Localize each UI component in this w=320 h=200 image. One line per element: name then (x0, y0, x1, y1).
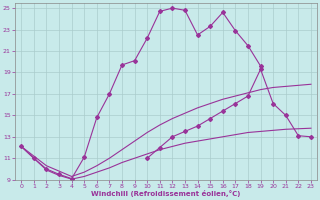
X-axis label: Windchill (Refroidissement éolien,°C): Windchill (Refroidissement éolien,°C) (92, 190, 241, 197)
